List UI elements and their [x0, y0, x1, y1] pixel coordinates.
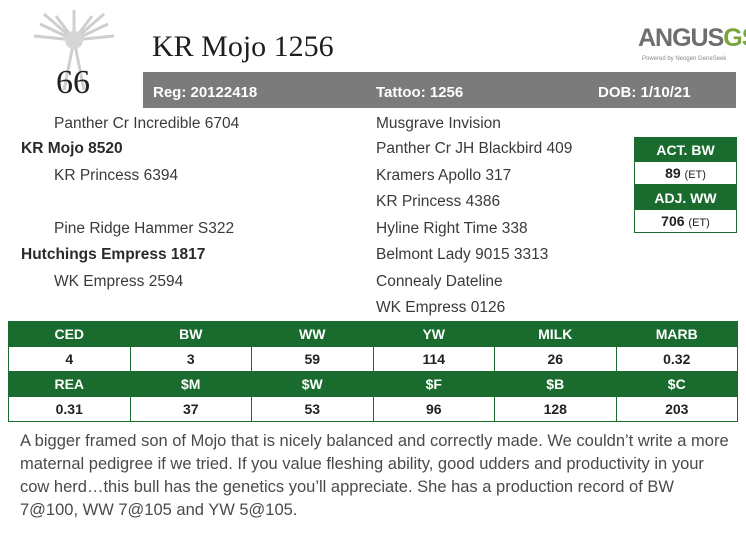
epd-value: 4 [8, 346, 131, 372]
index-value: 53 [251, 396, 374, 422]
index-value: 37 [129, 396, 252, 422]
epd-table: CED BW WW YW MILK MARB 4 3 59 114 26 0.3… [8, 321, 738, 422]
epd-value: 59 [251, 346, 374, 372]
pedigree-right-entry: Panther Cr JH Blackbird 409 [376, 140, 573, 157]
index-value: 96 [372, 396, 495, 422]
animal-name: KR Mojo 1256 [152, 30, 334, 63]
index-header: $W [251, 371, 374, 397]
adj-ww-note: (ET) [688, 217, 710, 229]
adj-ww-label: ADJ. WW [634, 185, 737, 209]
pedigree-dam: Hutchings Empress 1817 [21, 246, 206, 263]
pedigree-sire: KR Mojo 8520 [21, 140, 123, 157]
lot-number: 66 [56, 64, 90, 101]
pedigree-right-entry: Hyline Right Time 338 [376, 220, 528, 237]
epd-value: 3 [129, 346, 252, 372]
index-header: $M [129, 371, 252, 397]
epd-header: CED [8, 321, 131, 347]
pedigree-right-entry: KR Princess 4386 [376, 193, 501, 210]
pedigree-dam-sire: Pine Ridge Hammer S322 [54, 220, 235, 237]
reg-number: Reg: 20122418 [153, 84, 258, 101]
pedigree-dam-dam: WK Empress 2594 [54, 273, 184, 290]
logo-accent-text: GS [723, 24, 746, 52]
epd-header: MILK [494, 321, 617, 347]
epd-value-row: 4 3 59 114 26 0.32 [8, 346, 738, 372]
index-header: REA [8, 371, 131, 397]
epd-header: BW [129, 321, 252, 347]
index-header: $C [615, 371, 738, 397]
angus-gs-logo: ANGUSGS Powered by Neogen GeneSeek [638, 24, 746, 68]
pedigree-right-entry: Kramers Apollo 317 [376, 167, 512, 184]
act-bw-note: (ET) [684, 169, 706, 181]
logo-tagline: Powered by Neogen GeneSeek [642, 56, 727, 62]
index-header: $F [372, 371, 495, 397]
description-text: A bigger framed son of Mojo that is nice… [20, 432, 729, 519]
index-header-row: REA $M $W $F $B $C [8, 371, 738, 397]
index-header: $B [494, 371, 617, 397]
epd-header: WW [251, 321, 374, 347]
logo-main-text: ANGUS [638, 24, 724, 52]
windmill-logo-icon [33, 10, 115, 90]
actual-weights-box: ACT. BW 89 (ET) ADJ. WW 706 (ET) [634, 137, 737, 233]
tattoo: Tattoo: 1256 [376, 84, 464, 101]
pedigree-right-entry: Connealy Dateline [376, 273, 503, 290]
index-value: 0.31 [8, 396, 131, 422]
epd-value: 26 [494, 346, 617, 372]
pedigree-sire-dam: KR Princess 6394 [54, 167, 179, 184]
act-bw-label: ACT. BW [634, 137, 737, 161]
index-value: 203 [615, 396, 738, 422]
epd-header-row: CED BW WW YW MILK MARB [8, 321, 738, 347]
act-bw-cell: 89 (ET) [634, 161, 737, 185]
index-value: 128 [494, 396, 617, 422]
pedigree-right-entry: Musgrave Invision [376, 115, 501, 132]
epd-header: MARB [615, 321, 738, 347]
date-of-birth: DOB: 1/10/21 [598, 84, 691, 101]
epd-value: 114 [372, 346, 495, 372]
pedigree-right-entry: WK Empress 0126 [376, 299, 506, 316]
adj-ww-cell: 706 (ET) [634, 209, 737, 233]
adj-ww-value: 706 [661, 213, 685, 229]
act-bw-value: 89 [665, 165, 681, 181]
epd-header: YW [372, 321, 495, 347]
index-value-row: 0.31 37 53 96 128 203 [8, 396, 738, 422]
epd-value: 0.32 [615, 346, 738, 372]
pedigree-right-entry: Belmont Lady 9015 3313 [376, 246, 549, 263]
registration-bar: Reg: 20122418 Tattoo: 1256 DOB: 1/10/21 [143, 72, 736, 108]
pedigree-sire-sire: Panther Cr Incredible 6704 [54, 115, 240, 132]
